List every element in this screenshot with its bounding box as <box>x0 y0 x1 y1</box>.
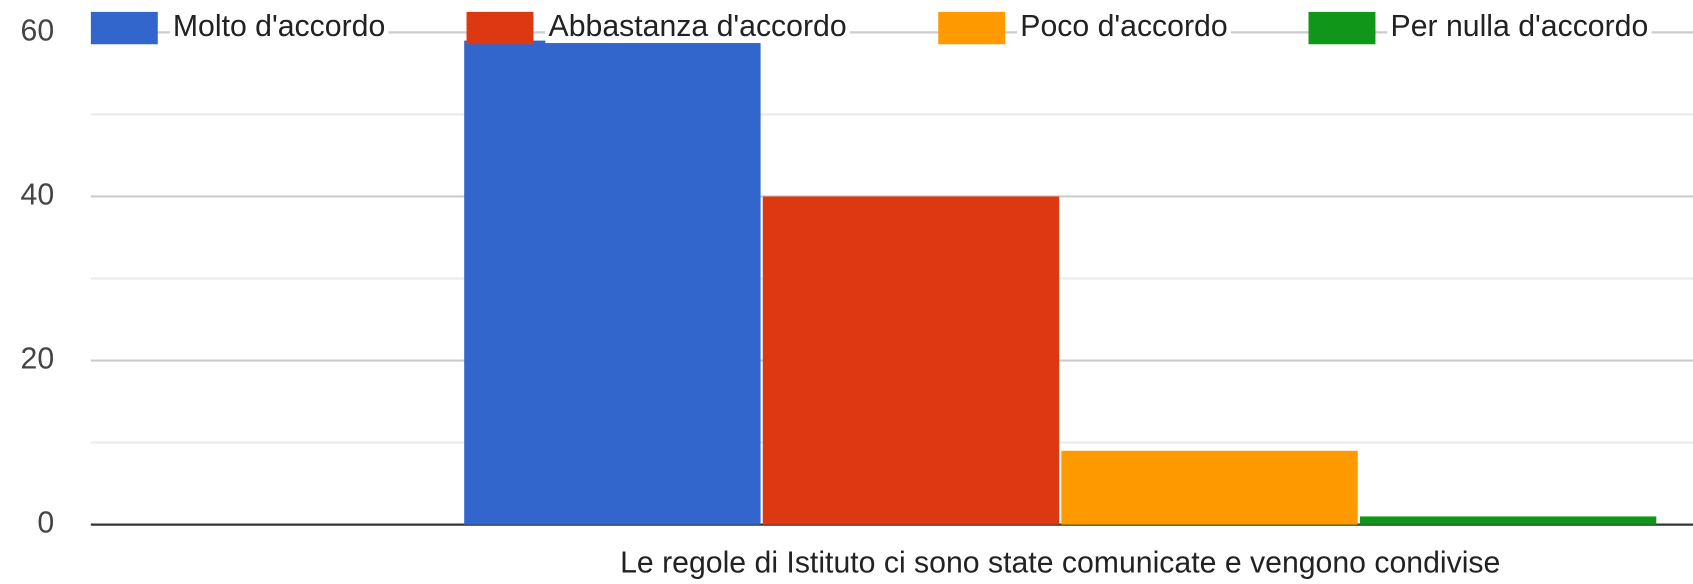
legend-label: Poco d'accordo <box>1020 10 1227 43</box>
bar <box>1359 516 1657 525</box>
legend-swatch <box>90 11 158 45</box>
bar <box>1061 450 1358 525</box>
y-tick-label: 40 <box>21 178 55 211</box>
legend-swatch <box>938 11 1006 45</box>
y-tick-label: 60 <box>21 14 55 47</box>
legend-label: Abbastanza d'accordo <box>549 10 847 43</box>
legend-backdrop <box>1017 10 1231 44</box>
legend-swatch <box>466 11 534 45</box>
legend-backdrop <box>169 10 389 44</box>
y-tick-label: 0 <box>37 507 54 540</box>
legend-label: Molto d'accordo <box>173 10 385 43</box>
legend-swatch <box>1308 11 1376 45</box>
y-tick-label: 20 <box>21 343 55 376</box>
legend-backdrop <box>545 10 850 44</box>
x-tick-label: Le regole di Istituto ci sono state comu… <box>620 547 1500 580</box>
legend-label: Per nulla d'accordo <box>1391 10 1649 43</box>
legend-backdrop <box>1387 10 1652 44</box>
bar <box>762 196 1060 525</box>
bar <box>464 40 761 525</box>
